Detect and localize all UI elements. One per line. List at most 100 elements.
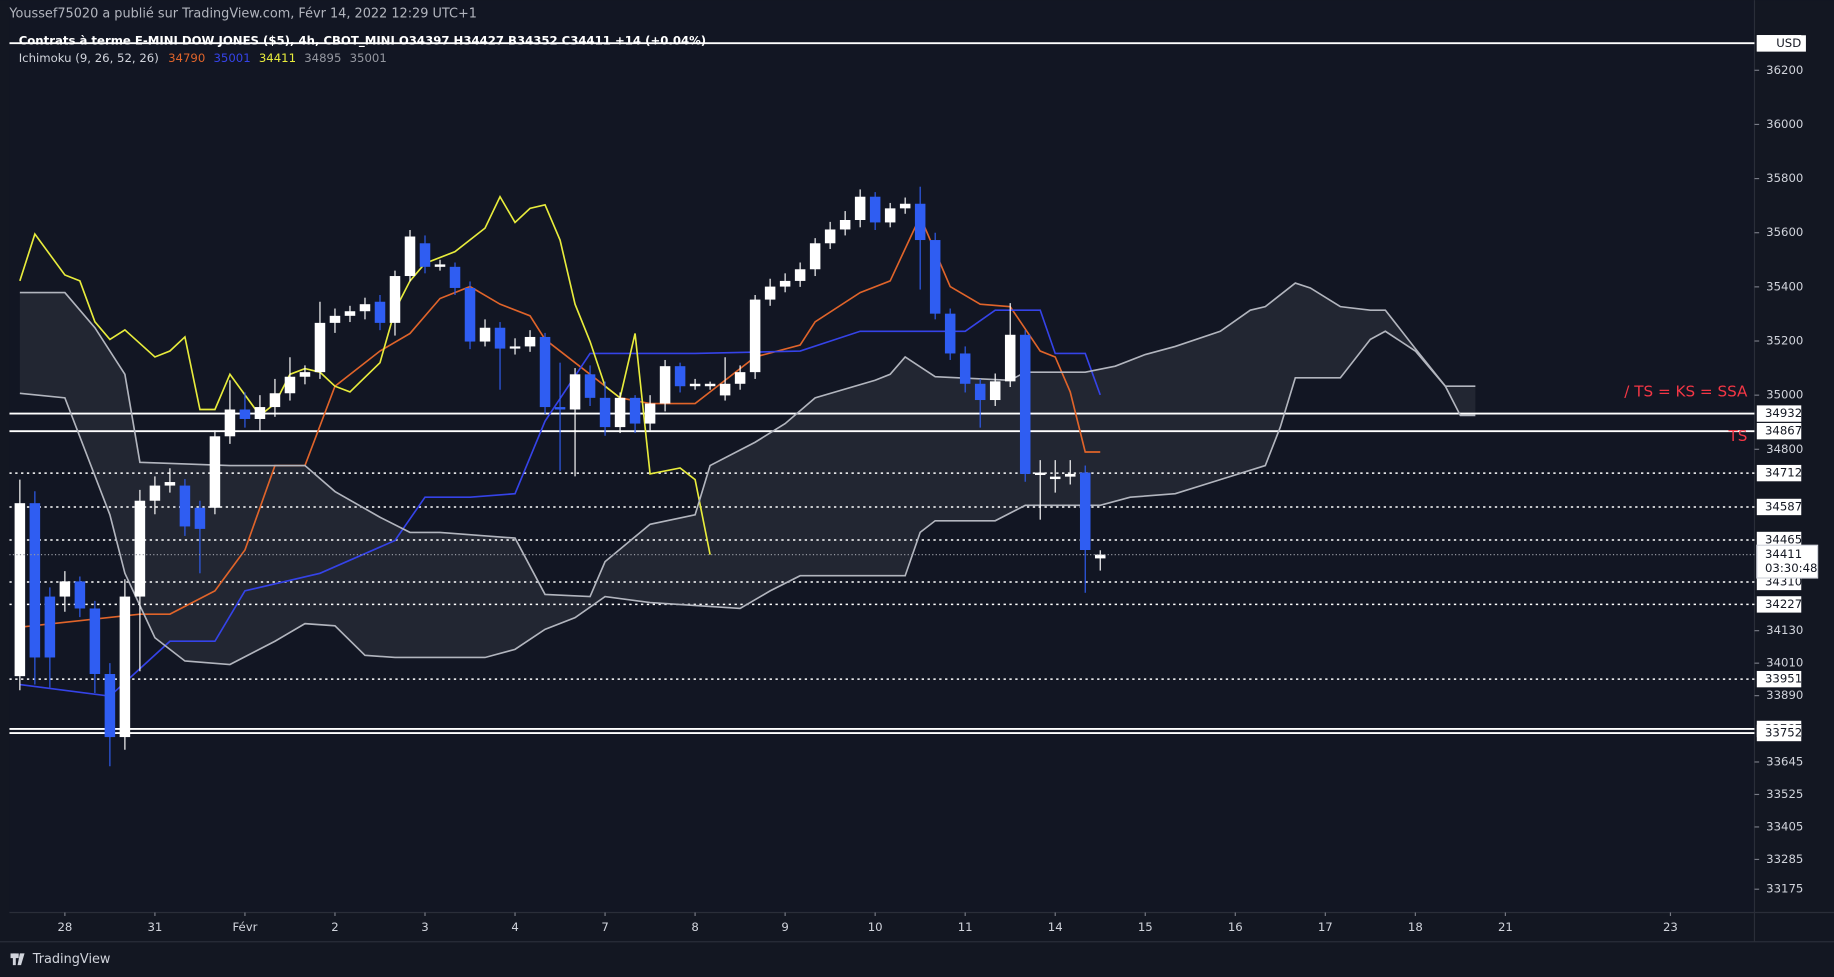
candle-body [1004, 334, 1016, 382]
candle-body [839, 219, 851, 230]
candle-body [89, 608, 101, 674]
candle-body [164, 482, 176, 486]
candle-body [629, 397, 641, 424]
candle-body [1064, 473, 1076, 477]
axes: 36200 36000 35800 35600 35400 35200 35000 34800… [57, 35, 1819, 934]
footer-logo [10, 953, 25, 966]
y-tick-label: 35200 [1766, 334, 1803, 348]
indicator-value: 34790 [168, 51, 205, 65]
candle-body [479, 327, 491, 342]
candle-body [434, 264, 446, 267]
candle-body [1019, 334, 1031, 474]
ichimoku-span-a [19, 282, 1476, 598]
y-tick-label: 33645 [1766, 754, 1803, 768]
candle-body [329, 315, 341, 323]
candle-body [899, 203, 911, 209]
candle-body [29, 503, 41, 658]
candle-body [14, 503, 26, 677]
candle-body [569, 374, 581, 410]
level-label: 34227 [1765, 597, 1802, 611]
candle-body [929, 240, 941, 314]
candle-body [554, 407, 566, 410]
level-label-box [1756, 464, 1802, 482]
level-label-box [1756, 531, 1802, 549]
x-tick-label: 17 [1318, 920, 1333, 934]
indicator-value: 34411 [259, 51, 296, 65]
candle-body [959, 353, 971, 384]
candle-body [404, 236, 416, 277]
y-tick-label: 35600 [1766, 225, 1803, 239]
x-tick-label: 21 [1498, 920, 1513, 934]
candle-body [614, 397, 626, 428]
x-tick-label: 28 [57, 920, 72, 934]
candle-body [239, 409, 251, 419]
candle-body [314, 322, 326, 373]
y-tick-label: 36000 [1766, 117, 1803, 131]
annotation: / TS = KS = SSA [1624, 383, 1748, 401]
indicator-value: 35001 [350, 51, 387, 65]
y-tick-label: 33890 [1766, 688, 1803, 702]
candle-body [674, 366, 686, 387]
level-label-box [1756, 724, 1802, 742]
x-tick-label: 31 [147, 920, 162, 934]
candle-body [854, 196, 866, 220]
y-tick-label: 33405 [1766, 819, 1803, 833]
level-label: 34712 [1765, 466, 1802, 480]
candle-body [599, 397, 611, 428]
candle-body [644, 403, 656, 424]
candle-body [179, 485, 191, 527]
x-tick-label: 4 [511, 920, 518, 934]
publisher: Youssef75020 a publié sur TradingView.co… [8, 7, 477, 22]
currency-box [1756, 35, 1806, 52]
level-label: 34465 [1765, 532, 1802, 546]
candle-body [419, 243, 431, 267]
level-label: 33752 [1765, 726, 1802, 740]
y-tick-label: 35800 [1766, 171, 1803, 185]
candle-body [689, 383, 701, 387]
indicator-value: 35001 [214, 51, 251, 65]
candle-body [914, 203, 926, 241]
x-tick-label: 16 [1228, 920, 1243, 934]
level-label: 34932 [1765, 406, 1802, 420]
ichimoku-chikou [19, 194, 711, 555]
candle-body [764, 286, 776, 300]
x-tick-label: 11 [958, 920, 973, 934]
level-label-box [1756, 670, 1802, 688]
y-tick-label: 33525 [1766, 787, 1803, 801]
instrument: Contrats à terme E-MINI DOW JONES ($5), … [19, 34, 706, 49]
candle-body [779, 280, 791, 287]
candle-body [389, 276, 401, 323]
candle-body [299, 372, 311, 377]
candle-body [59, 581, 71, 597]
x-tick-label: 8 [691, 920, 698, 934]
candle-body [1094, 554, 1106, 559]
candle-body [719, 383, 731, 396]
currency: USD [1776, 36, 1801, 50]
candle-body [749, 299, 761, 373]
level-label-box [1756, 422, 1802, 440]
candle-body [269, 393, 281, 408]
candle-body [584, 374, 596, 398]
candle-body [344, 311, 356, 316]
candle-body [74, 581, 86, 609]
candle-body [1034, 472, 1046, 476]
candle-body [104, 673, 116, 738]
candle-body [359, 304, 371, 312]
candle-body [524, 336, 536, 347]
level-label: 34867 [1765, 424, 1802, 438]
candle-body [44, 596, 56, 658]
ichimoku-span-b [19, 330, 1476, 666]
ichimoku-kijun [19, 309, 1102, 698]
x-tick-label: 3 [421, 920, 428, 934]
candle-body [494, 327, 506, 349]
candle-body [824, 229, 836, 244]
candle-body [209, 436, 221, 508]
candle-body [1049, 476, 1061, 480]
candle-body [149, 485, 161, 501]
candle-body [1079, 472, 1091, 551]
x-tick-label: 15 [1138, 920, 1153, 934]
level-label: 33951 [1765, 672, 1802, 686]
x-tick-label: 9 [781, 920, 788, 934]
last-price-label: 34411 [1765, 547, 1802, 561]
